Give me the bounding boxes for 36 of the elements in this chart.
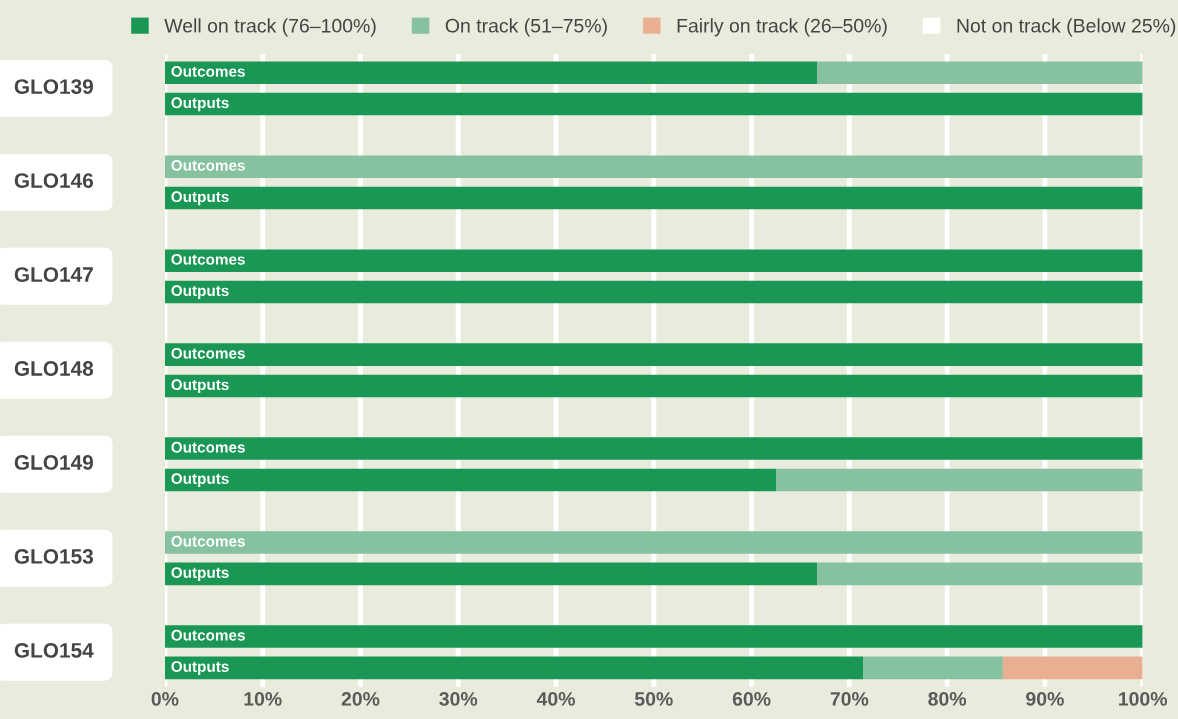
y-tick-label: Outcomes xyxy=(171,159,245,171)
y-tick-label: Outcomes xyxy=(171,253,245,265)
x-tick-label: 40% xyxy=(536,692,575,706)
y-tick-label: Outcomes xyxy=(171,441,245,453)
y-tick-label: Outcomes xyxy=(171,629,245,641)
x-tick-label: 90% xyxy=(1026,692,1064,706)
y-tick-label: Outputs xyxy=(171,379,229,394)
legend-label: On track (51–75%) xyxy=(445,18,607,37)
legend-label: Well on track (76–100%) xyxy=(164,18,376,37)
x-tick-label: 80% xyxy=(928,692,967,706)
text: GLO146 xyxy=(14,173,94,188)
x-tick-label: 10% xyxy=(244,692,282,706)
y-tick-label: Outputs xyxy=(171,661,229,675)
text: GLO154 xyxy=(14,643,94,658)
x-tick-label: 0% xyxy=(151,692,179,706)
text: GLO147 xyxy=(14,267,93,282)
y-tick-label: Outputs xyxy=(171,473,229,488)
y-tick-label: Outputs xyxy=(171,191,229,206)
y-tick-label: Outputs xyxy=(171,97,229,112)
x-tick-label: 70% xyxy=(830,692,869,706)
legend-label: Fairly on track (26–50%) xyxy=(677,18,887,37)
text: GLO148 xyxy=(14,361,94,376)
text: GLO153 xyxy=(14,549,94,564)
y-tick-label: Outcomes xyxy=(171,66,245,77)
legend-label: Not on track (Below 25%) xyxy=(957,18,1176,37)
x-tick-label: 100% xyxy=(1119,692,1168,706)
y-tick-label: Outputs xyxy=(171,567,229,581)
x-tick-label: 60% xyxy=(732,692,771,706)
y-tick-label: Outcomes xyxy=(171,347,245,359)
text: GLO139 xyxy=(14,79,93,94)
x-tick-label: 30% xyxy=(439,692,478,706)
x-tick-label: 50% xyxy=(634,692,673,706)
x-tick-label: 20% xyxy=(341,692,380,706)
y-tick-label: Outputs xyxy=(171,285,229,300)
text: GLO149 xyxy=(14,455,93,470)
y-tick-label: Outcomes xyxy=(171,535,245,547)
